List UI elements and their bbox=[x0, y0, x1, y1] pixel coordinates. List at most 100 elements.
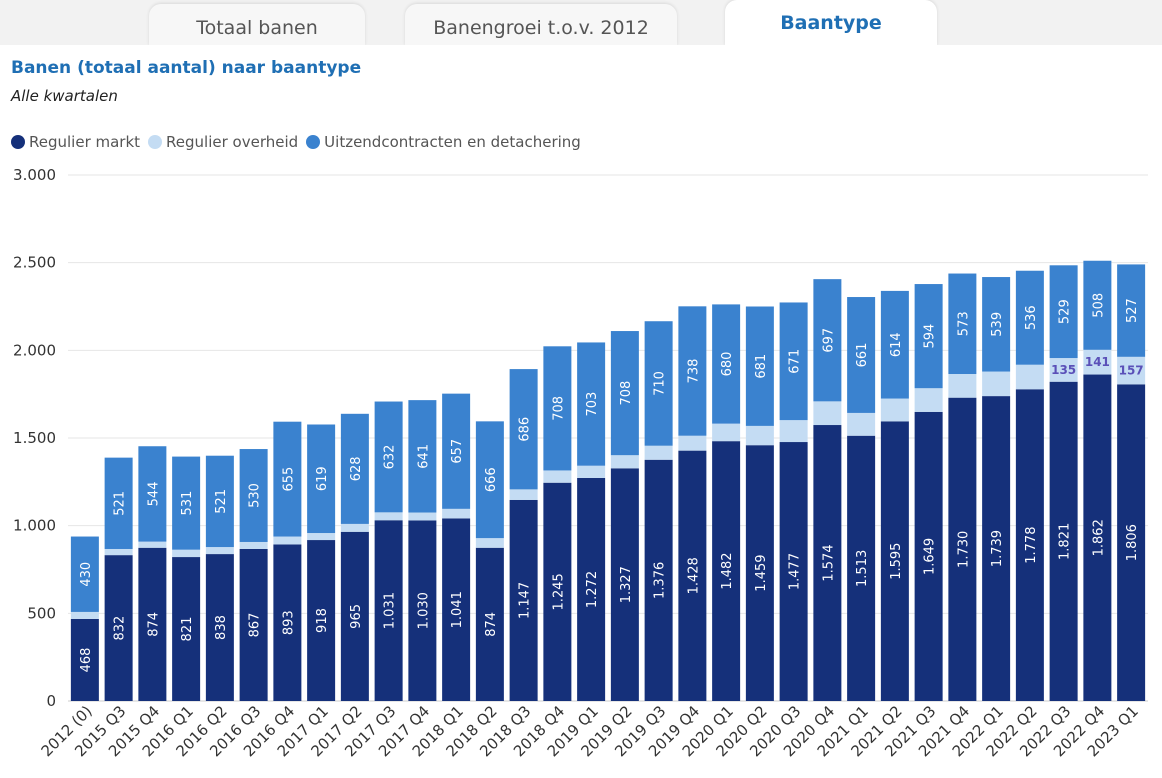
bar-segment bbox=[509, 489, 538, 500]
data-label: 1.513 bbox=[855, 550, 870, 587]
bar-segment bbox=[138, 547, 167, 701]
data-label: 832 bbox=[113, 616, 128, 641]
bar-segment bbox=[678, 450, 707, 701]
bar-segment bbox=[1015, 364, 1044, 390]
data-label: 521 bbox=[214, 489, 229, 514]
bar-segment bbox=[205, 554, 234, 701]
bar-segment bbox=[374, 512, 403, 521]
data-label: 614 bbox=[889, 332, 904, 357]
bar-segment bbox=[340, 531, 369, 701]
bar-segment bbox=[847, 297, 876, 413]
bar-segment bbox=[745, 445, 774, 701]
bar-segment bbox=[70, 618, 99, 701]
data-label: 641 bbox=[416, 444, 431, 469]
bar-segment bbox=[712, 423, 741, 442]
bar-segment bbox=[982, 396, 1011, 701]
bar-segment bbox=[273, 421, 302, 537]
data-label: 468 bbox=[79, 648, 94, 673]
bar-segment bbox=[577, 477, 606, 701]
data-label: 1.245 bbox=[551, 573, 566, 610]
data-label: 536 bbox=[1024, 305, 1039, 330]
bar-segment bbox=[644, 459, 673, 701]
data-label: 867 bbox=[248, 613, 263, 638]
data-label: 1.272 bbox=[585, 571, 600, 608]
bar-segment bbox=[813, 425, 842, 701]
bar-segment bbox=[948, 397, 977, 701]
data-label: 544 bbox=[146, 482, 161, 507]
bar-segment bbox=[70, 611, 99, 619]
bar-segment bbox=[138, 446, 167, 542]
data-label: 529 bbox=[1058, 299, 1073, 324]
bar-segment bbox=[273, 536, 302, 545]
bar-segment bbox=[610, 331, 639, 456]
data-label: 527 bbox=[1125, 298, 1140, 323]
bar-segment bbox=[307, 424, 336, 534]
data-label: 521 bbox=[113, 491, 128, 516]
bar-segment bbox=[205, 455, 234, 548]
bar-segment bbox=[307, 533, 336, 541]
data-label: 681 bbox=[754, 354, 769, 379]
bar-segment bbox=[374, 520, 403, 701]
bar-segment bbox=[239, 541, 268, 549]
legend-dot-icon bbox=[306, 135, 321, 149]
data-label: 708 bbox=[619, 381, 634, 406]
tab-totaal-banen[interactable]: Totaal banen bbox=[149, 4, 365, 46]
legend-label: Regulier overheid bbox=[166, 133, 299, 151]
data-label: 697 bbox=[821, 328, 836, 353]
bar-segment bbox=[813, 401, 842, 426]
bar-segment bbox=[678, 306, 707, 436]
data-label: 628 bbox=[349, 456, 364, 481]
y-tick-label: 0 bbox=[46, 692, 56, 710]
data-label: 531 bbox=[180, 491, 195, 516]
tab-baantype[interactable]: Baantype bbox=[725, 0, 937, 46]
data-label: 1.595 bbox=[889, 543, 904, 580]
legend-label: Regulier markt bbox=[29, 133, 141, 151]
bar-segment bbox=[104, 555, 133, 701]
bar-segment bbox=[712, 441, 741, 701]
chart-legend: Regulier markt Regulier overheid Uitzend… bbox=[11, 133, 589, 151]
bar-segment bbox=[1117, 356, 1146, 385]
bar-segment bbox=[1117, 384, 1146, 701]
data-label: 1.806 bbox=[1125, 524, 1140, 561]
bar-segment bbox=[442, 508, 471, 519]
bar-segment bbox=[1049, 265, 1078, 359]
tab-banengroei[interactable]: Banengroei t.o.v. 2012 bbox=[405, 4, 677, 46]
data-label: 594 bbox=[923, 324, 938, 349]
bar-segment bbox=[1049, 381, 1078, 701]
data-label: 965 bbox=[349, 604, 364, 629]
bar-segment bbox=[880, 421, 909, 701]
data-label: 573 bbox=[956, 311, 971, 336]
bar-segment bbox=[644, 445, 673, 460]
data-label: 619 bbox=[315, 466, 330, 491]
bar-segment bbox=[914, 411, 943, 701]
data-label: 1.778 bbox=[1024, 527, 1039, 564]
bar-segment bbox=[1049, 358, 1078, 382]
legend-item-uitzendcontracten[interactable]: Uitzendcontracten en detachering bbox=[306, 133, 581, 151]
data-label: 1.031 bbox=[383, 592, 398, 629]
bar-segment bbox=[1117, 264, 1146, 357]
data-label: 680 bbox=[720, 352, 735, 377]
bar-segment bbox=[172, 549, 201, 558]
bar-segment bbox=[70, 536, 99, 612]
legend-item-regulier-markt[interactable]: Regulier markt bbox=[11, 133, 140, 151]
data-label: 530 bbox=[248, 483, 263, 508]
data-label: 1.147 bbox=[518, 582, 533, 619]
bar-segment bbox=[1083, 349, 1112, 375]
bar-segment bbox=[610, 455, 639, 469]
data-label: 632 bbox=[383, 445, 398, 470]
bar-segment bbox=[644, 321, 673, 446]
data-label: 918 bbox=[315, 608, 330, 633]
bar-segment bbox=[880, 290, 909, 399]
bar-segment bbox=[914, 284, 943, 389]
chart-subtitle: Alle kwartalen bbox=[11, 87, 118, 105]
legend-item-regulier-overheid[interactable]: Regulier overheid bbox=[148, 133, 298, 151]
bar-segment bbox=[779, 442, 808, 701]
data-label: 1.730 bbox=[956, 531, 971, 568]
data-label: 703 bbox=[585, 392, 600, 417]
data-label: 821 bbox=[180, 617, 195, 642]
bar-segment bbox=[543, 482, 572, 701]
bar-segment bbox=[745, 306, 774, 426]
data-label: 893 bbox=[281, 610, 296, 635]
bar-segment bbox=[914, 388, 943, 412]
bar-segment bbox=[1015, 270, 1044, 365]
